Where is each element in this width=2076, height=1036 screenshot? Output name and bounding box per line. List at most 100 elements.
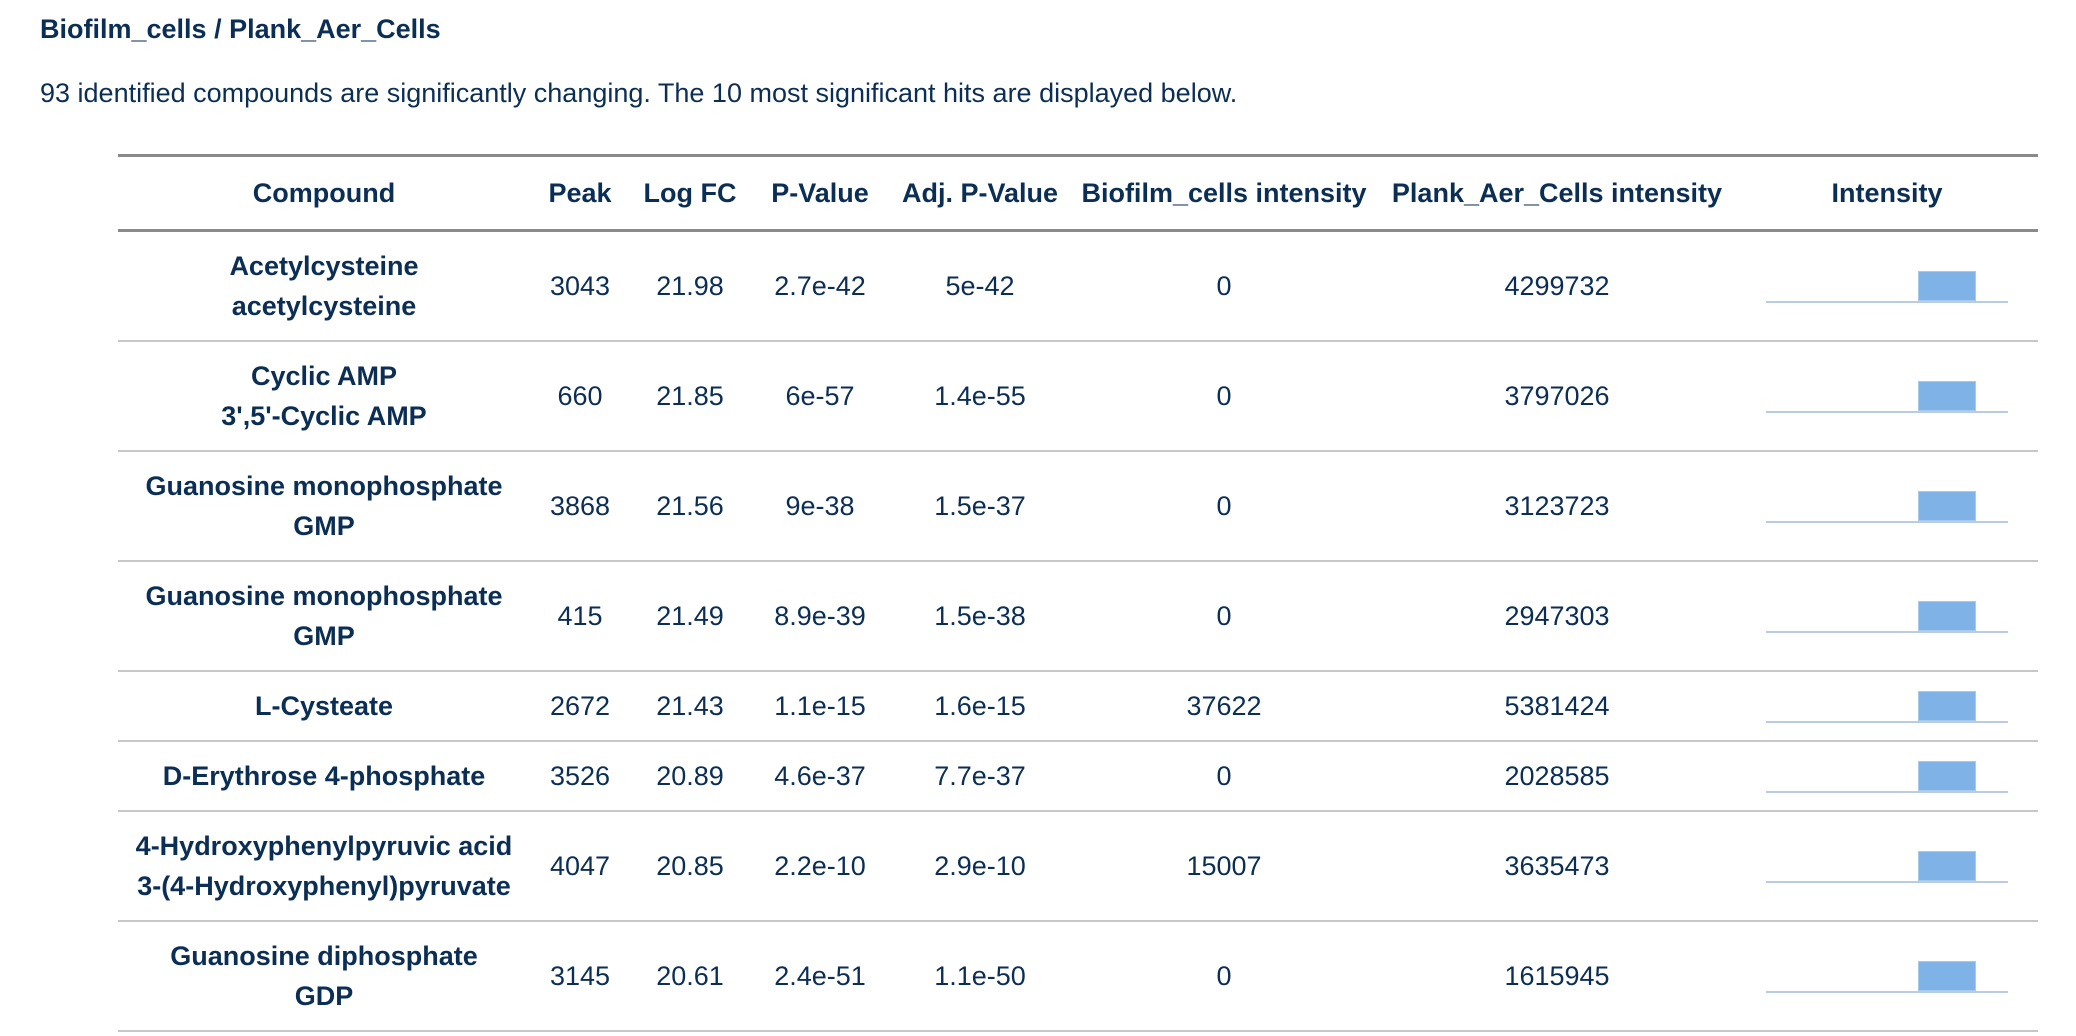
compound-cell: Guanosine monophosphate GMP [118,451,530,562]
biofilm-intensity-cell: 0 [1070,921,1378,1032]
intensity-sparkline-cell [1736,741,2038,812]
summary-text: 93 identified compounds are significantl… [40,78,1238,108]
logfc-cell: 20.89 [630,741,750,812]
intensity-sparkline [1766,379,2008,413]
peak-cell: 415 [530,561,630,672]
table-row[interactable]: Acetylcysteine acetylcysteine 3043 21.98… [118,230,2038,342]
adj-pvalue-cell: 1.1e-50 [890,921,1070,1032]
pvalue-cell: 6e-57 [750,341,890,452]
table-row[interactable]: Guanosine diphosphate GDP 3145 20.61 2.4… [118,921,2038,1032]
intensity-bar [1918,961,1976,991]
intensity-sparkline-cell [1736,451,2038,562]
biofilm-intensity-cell: 0 [1070,230,1378,342]
column-header-plank-intensity[interactable]: Plank_Aer_Cells intensity [1391,177,1723,208]
compound-name: Guanosine diphosphate [170,941,478,971]
logfc-cell: 20.61 [630,921,750,1032]
intensity-bar [1918,851,1976,881]
intensity-sparkline [1766,269,2008,303]
intensity-sparkline-cell [1736,811,2038,922]
compound-cell: D-Erythrose 4-phosphate [118,741,530,812]
logfc-cell: 21.43 [630,671,750,742]
compound-alt-name: GDP [294,981,354,1011]
intensity-sparkline-cell [1736,341,2038,452]
logfc-cell: 21.98 [630,230,750,342]
peak-cell: 3043 [530,230,630,342]
compound-cell: Guanosine monophosphate GMP [118,561,530,672]
table-row[interactable]: Guanosine monophosphate GMP 3868 21.56 9… [118,451,2038,562]
compound-name: Cyclic AMP [250,361,398,391]
plank-intensity-cell: 3123723 [1378,451,1736,562]
biofilm-intensity-cell: 0 [1070,561,1378,672]
adj-pvalue-cell: 2.9e-10 [890,811,1070,922]
intensity-sparkline [1766,759,2008,793]
plank-intensity-cell: 1615945 [1378,921,1736,1032]
adj-pvalue-cell: 1.4e-55 [890,341,1070,452]
compound-cell: 4-Hydroxyphenylpyruvic acid 3-(4-Hydroxy… [118,811,530,922]
adj-pvalue-cell: 5e-42 [890,230,1070,342]
column-header-intensity[interactable]: Intensity [1831,177,1943,208]
table-row[interactable]: 4-Hydroxyphenylpyruvic acid 3-(4-Hydroxy… [118,811,2038,922]
compound-name: Guanosine monophosphate [145,581,503,611]
intensity-sparkline-cell [1736,671,2038,742]
plank-intensity-cell: 2028585 [1378,741,1736,812]
compound-cell: Acetylcysteine acetylcysteine [118,230,530,342]
table-row[interactable]: Guanosine monophosphate GMP 415 21.49 8.… [118,561,2038,672]
compound-name: Guanosine monophosphate [145,471,503,501]
plank-intensity-cell: 4299732 [1378,230,1736,342]
pvalue-cell: 2.7e-42 [750,230,890,342]
compound-cell: Guanosine diphosphate GDP [118,921,530,1032]
intensity-sparkline-cell [1736,561,2038,672]
intensity-sparkline [1766,959,2008,993]
intensity-sparkline-cell [1736,230,2038,342]
biofilm-intensity-cell: 0 [1070,741,1378,812]
peak-cell: 660 [530,341,630,452]
intensity-bar [1918,271,1976,301]
intensity-sparkline [1766,489,2008,523]
peak-cell: 3526 [530,741,630,812]
table-row[interactable]: Cyclic AMP 3',5'-Cyclic AMP 660 21.85 6e… [118,341,2038,452]
logfc-cell: 21.85 [630,341,750,452]
table-row[interactable]: L-Cysteate 2672 21.43 1.1e-15 1.6e-15 37… [118,671,2038,742]
column-header-compound[interactable]: Compound [252,177,396,208]
compound-cell: L-Cysteate [118,671,530,742]
logfc-cell: 21.49 [630,561,750,672]
column-header-peak[interactable]: Peak [548,177,612,208]
adj-pvalue-cell: 1.6e-15 [890,671,1070,742]
compound-alt-name: 3-(4-Hydroxyphenyl)pyruvate [137,871,511,901]
intensity-bar [1918,691,1976,721]
compound-name: 4-Hydroxyphenylpyruvic acid [135,831,513,861]
column-header-biofilm-intensity[interactable]: Biofilm_cells intensity [1081,177,1367,208]
intensity-bar [1918,491,1976,521]
plank-intensity-cell: 5381424 [1378,671,1736,742]
logfc-cell: 21.56 [630,451,750,562]
column-header-logfc[interactable]: Log FC [643,177,737,208]
adj-pvalue-cell: 1.5e-38 [890,561,1070,672]
biofilm-intensity-cell: 0 [1070,341,1378,452]
compound-alt-name: acetylcysteine [231,291,417,321]
compound-alt-name: GMP [293,511,355,541]
plank-intensity-cell: 3797026 [1378,341,1736,452]
peak-cell: 2672 [530,671,630,742]
column-header-pvalue[interactable]: P-Value [771,177,869,208]
table-header-row: Compound Peak Log FC P-Value Adj. P-Valu… [118,155,2038,231]
plank-intensity-cell: 2947303 [1378,561,1736,672]
intensity-bar [1918,601,1976,631]
table-row[interactable]: D-Erythrose 4-phosphate 3526 20.89 4.6e-… [118,741,2038,812]
adj-pvalue-cell: 7.7e-37 [890,741,1070,812]
biofilm-intensity-cell: 0 [1070,451,1378,562]
pvalue-cell: 9e-38 [750,451,890,562]
compound-name: L-Cysteate [254,691,394,721]
page-title: Biofilm_cells / Plank_Aer_Cells [40,14,441,44]
compound-name: D-Erythrose 4-phosphate [162,761,486,791]
column-header-adj-pvalue[interactable]: Adj. P-Value [901,177,1059,208]
intensity-bar [1918,761,1976,791]
results-table: Compound Peak Log FC P-Value Adj. P-Valu… [118,154,2038,1032]
biofilm-intensity-cell: 37622 [1070,671,1378,742]
intensity-sparkline-cell [1736,921,2038,1032]
compound-alt-name: GMP [293,621,355,651]
intensity-sparkline [1766,689,2008,723]
pvalue-cell: 2.2e-10 [750,811,890,922]
logfc-cell: 20.85 [630,811,750,922]
pvalue-cell: 4.6e-37 [750,741,890,812]
